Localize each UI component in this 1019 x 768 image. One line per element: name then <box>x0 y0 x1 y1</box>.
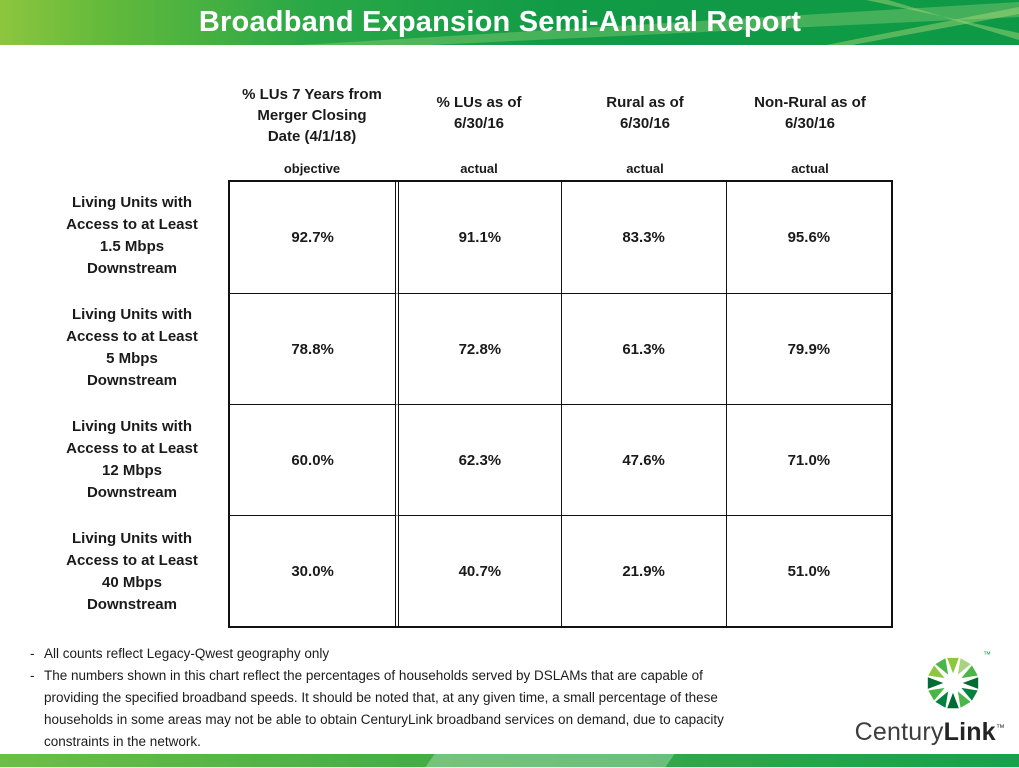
centurylink-sunburst-icon <box>927 657 979 709</box>
cell-40mbps-non-rural: 51.0% <box>725 515 891 626</box>
cell-1-5mbps-rural: 83.3% <box>560 182 726 293</box>
banner-swoosh-decoration <box>300 0 1019 45</box>
row-label-12mbps: Living Units with Access to at Least 12 … <box>66 418 198 501</box>
cell-12mbps-rural: 47.6% <box>560 404 726 515</box>
sub-header-actual-2: actual <box>626 161 664 176</box>
title-banner: Broadband Expansion Semi-Annual Report <box>0 0 1019 45</box>
footnote-geography: All counts reflect Legacy-Qwest geograph… <box>30 643 870 665</box>
row-label-1-5mbps: Living Units with Access to at Least 1.5… <box>66 194 198 277</box>
cell-5mbps-actual: 72.8% <box>395 293 561 404</box>
cell-40mbps-rural: 21.9% <box>560 515 726 626</box>
wordmark-trademark: ™ <box>995 722 1005 733</box>
footnote-dslam: The numbers shown in this chart reflect … <box>30 665 870 753</box>
cell-5mbps-rural: 61.3% <box>560 293 726 404</box>
centurylink-wordmark: CenturyLink™ <box>855 718 1005 747</box>
row-label-5mbps: Living Units with Access to at Least 5 M… <box>66 306 198 389</box>
cell-12mbps-actual: 62.3% <box>395 404 561 515</box>
icon-trademark: ™ <box>983 650 991 659</box>
cell-12mbps-non-rural: 71.0% <box>725 404 891 515</box>
bottom-bar-highlight <box>425 754 675 767</box>
sub-header-actual-1: actual <box>460 161 498 176</box>
column-header-objective: % LUs 7 Years from Merger Closing Date (… <box>242 86 382 145</box>
page-title: Broadband Expansion Semi-Annual Report <box>198 6 802 38</box>
cell-40mbps-actual: 40.7% <box>395 515 561 626</box>
bottom-accent-bar <box>0 754 1019 767</box>
sub-header-objective: objective <box>283 161 341 176</box>
column-header-non-rural: Non-Rural as of 6/30/16 <box>754 94 866 132</box>
cell-12mbps-objective: 60.0% <box>230 404 396 515</box>
data-table: 92.7% 91.1% 83.3% 95.6% 78.8% 72.8% 61.3… <box>228 180 893 628</box>
sub-header-actual-3: actual <box>791 161 829 176</box>
column-header-rural: Rural as of 6/30/16 <box>606 94 684 132</box>
cell-5mbps-objective: 78.8% <box>230 293 396 404</box>
cell-40mbps-objective: 30.0% <box>230 515 396 626</box>
row-label-column: Living Units with Access to at Least 1.5… <box>38 180 226 628</box>
footnotes: All counts reflect Legacy-Qwest geograph… <box>30 643 870 753</box>
centurylink-logo: ™ CenturyLink™ <box>837 650 1007 750</box>
cell-1-5mbps-non-rural: 95.6% <box>725 182 891 293</box>
cell-1-5mbps-actual: 91.1% <box>395 182 560 293</box>
cell-5mbps-non-rural: 79.9% <box>725 293 891 404</box>
wordmark-century: Century <box>854 718 944 746</box>
wordmark-link: Link <box>943 718 996 746</box>
column-header-lus-actual: % LUs as of 6/30/16 <box>436 94 522 132</box>
row-label-40mbps: Living Units with Access to at Least 40 … <box>66 530 198 613</box>
cell-1-5mbps-objective: 92.7% <box>291 229 334 246</box>
